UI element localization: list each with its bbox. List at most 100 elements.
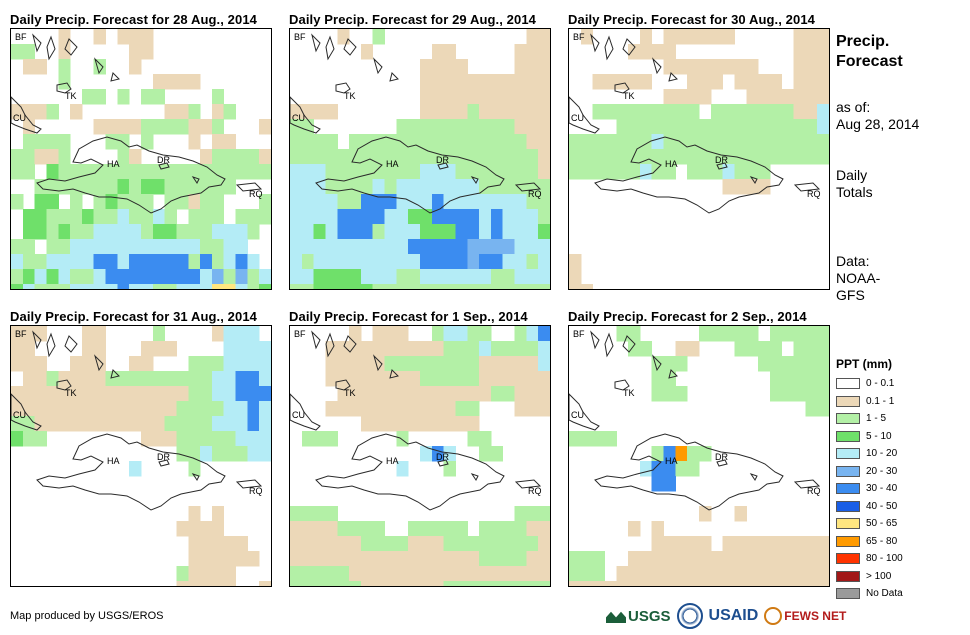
precip-cell bbox=[384, 386, 397, 402]
precip-cell bbox=[105, 401, 118, 417]
precip-cell bbox=[526, 341, 539, 357]
precip-cell bbox=[360, 239, 374, 255]
precip-cell bbox=[11, 356, 24, 372]
precip-cell bbox=[313, 581, 326, 586]
precip-cell bbox=[467, 209, 480, 225]
precip-cell bbox=[259, 209, 271, 225]
precip-cell bbox=[431, 371, 445, 387]
precip-cell bbox=[105, 194, 118, 210]
precip-cell bbox=[129, 356, 142, 372]
precip-cell bbox=[188, 104, 201, 120]
precip-cell bbox=[628, 104, 641, 120]
precip-cell bbox=[259, 401, 271, 417]
as-of-label: as of: bbox=[836, 99, 871, 115]
map-panel-3[interactable]: BF CU TK HA DR RQ bbox=[568, 28, 830, 290]
coastline bbox=[315, 136, 505, 214]
precip-cell bbox=[408, 209, 421, 225]
precip-cell bbox=[467, 401, 480, 417]
precip-cell bbox=[372, 164, 386, 180]
precip-cell bbox=[502, 119, 516, 135]
precip-cell bbox=[687, 104, 700, 120]
precip-cell bbox=[514, 224, 527, 240]
precip-cell bbox=[639, 29, 653, 45]
precip-cell bbox=[663, 461, 676, 477]
precip-cell bbox=[455, 104, 468, 120]
precip-cell bbox=[337, 254, 350, 270]
precip-cell bbox=[628, 44, 641, 60]
precip-cell bbox=[526, 269, 539, 285]
precip-cell bbox=[514, 149, 527, 165]
precip-cell bbox=[117, 284, 130, 289]
precip-cell bbox=[152, 179, 166, 195]
precip-cell bbox=[384, 326, 397, 342]
precip-cell bbox=[117, 89, 130, 105]
map-panel-1[interactable]: BF CU TK HA DR RQ bbox=[10, 28, 272, 290]
map-panel-6[interactable]: BF CU TK HA DR RQ bbox=[568, 325, 830, 587]
legend-item: 20 - 30 bbox=[836, 463, 897, 480]
legend-label: 40 - 50 bbox=[866, 500, 898, 512]
map-panel-4[interactable]: BF CU TK HA DR RQ bbox=[10, 325, 272, 587]
precip-cell bbox=[431, 179, 445, 195]
precip-cell bbox=[349, 284, 362, 289]
precip-cell bbox=[81, 284, 95, 289]
precip-cell bbox=[538, 164, 550, 180]
precip-cell bbox=[301, 269, 315, 285]
precip-cell bbox=[443, 581, 456, 586]
coastline bbox=[335, 379, 351, 391]
precip-cell bbox=[408, 581, 421, 586]
coastline bbox=[311, 33, 321, 53]
precip-cell bbox=[420, 74, 433, 90]
precip-cell bbox=[81, 224, 95, 240]
precip-cell bbox=[734, 74, 747, 90]
precip-cell bbox=[490, 194, 504, 210]
precip-cell bbox=[211, 551, 225, 567]
precip-cell bbox=[349, 536, 362, 552]
precip-cell bbox=[200, 194, 213, 210]
precip-cell bbox=[11, 164, 24, 180]
map-panel-5[interactable]: BF CU TK HA DR RQ bbox=[289, 325, 551, 587]
precip-cell bbox=[817, 581, 829, 586]
precip-cell bbox=[580, 431, 594, 447]
as-of-date: Aug 28, 2014 bbox=[836, 116, 920, 132]
precip-cell bbox=[675, 566, 688, 582]
precip-cell bbox=[431, 224, 445, 240]
precip-cell bbox=[188, 581, 201, 586]
precip-cell bbox=[443, 74, 456, 90]
precip-cell bbox=[396, 566, 409, 582]
precip-cell bbox=[301, 149, 315, 165]
precip-cell bbox=[514, 59, 527, 75]
precip-cell bbox=[805, 44, 818, 60]
precip-cell bbox=[538, 284, 550, 289]
precip-cell bbox=[479, 239, 492, 255]
coastline bbox=[290, 96, 321, 134]
precip-cell bbox=[479, 446, 492, 462]
precip-cell bbox=[431, 44, 445, 60]
precip-cell bbox=[734, 536, 747, 552]
precip-cell bbox=[337, 224, 350, 240]
precip-cell bbox=[22, 59, 36, 75]
precip-cell bbox=[301, 506, 315, 522]
precip-cell bbox=[569, 551, 582, 567]
precip-cell bbox=[259, 341, 271, 357]
precip-cell bbox=[628, 134, 641, 150]
precip-cell bbox=[639, 74, 653, 90]
precip-cell bbox=[372, 194, 386, 210]
precip-cell bbox=[408, 566, 421, 582]
precip-cell bbox=[337, 521, 350, 537]
precip-cell bbox=[337, 536, 350, 552]
precip-cell bbox=[769, 149, 783, 165]
precip-cell bbox=[420, 149, 433, 165]
coastline bbox=[191, 176, 200, 184]
precip-cell bbox=[467, 119, 480, 135]
precip-cell bbox=[490, 134, 504, 150]
precip-cell bbox=[117, 254, 130, 270]
precip-cell bbox=[651, 164, 665, 180]
precip-cell bbox=[479, 536, 492, 552]
precip-cell bbox=[11, 386, 24, 402]
precip-cell bbox=[200, 269, 213, 285]
map-panel-2[interactable]: BF CU TK HA DR RQ bbox=[289, 28, 551, 290]
precip-cell bbox=[164, 269, 177, 285]
precip-cell bbox=[325, 239, 338, 255]
precip-cell bbox=[93, 224, 107, 240]
precip-cell bbox=[188, 536, 201, 552]
